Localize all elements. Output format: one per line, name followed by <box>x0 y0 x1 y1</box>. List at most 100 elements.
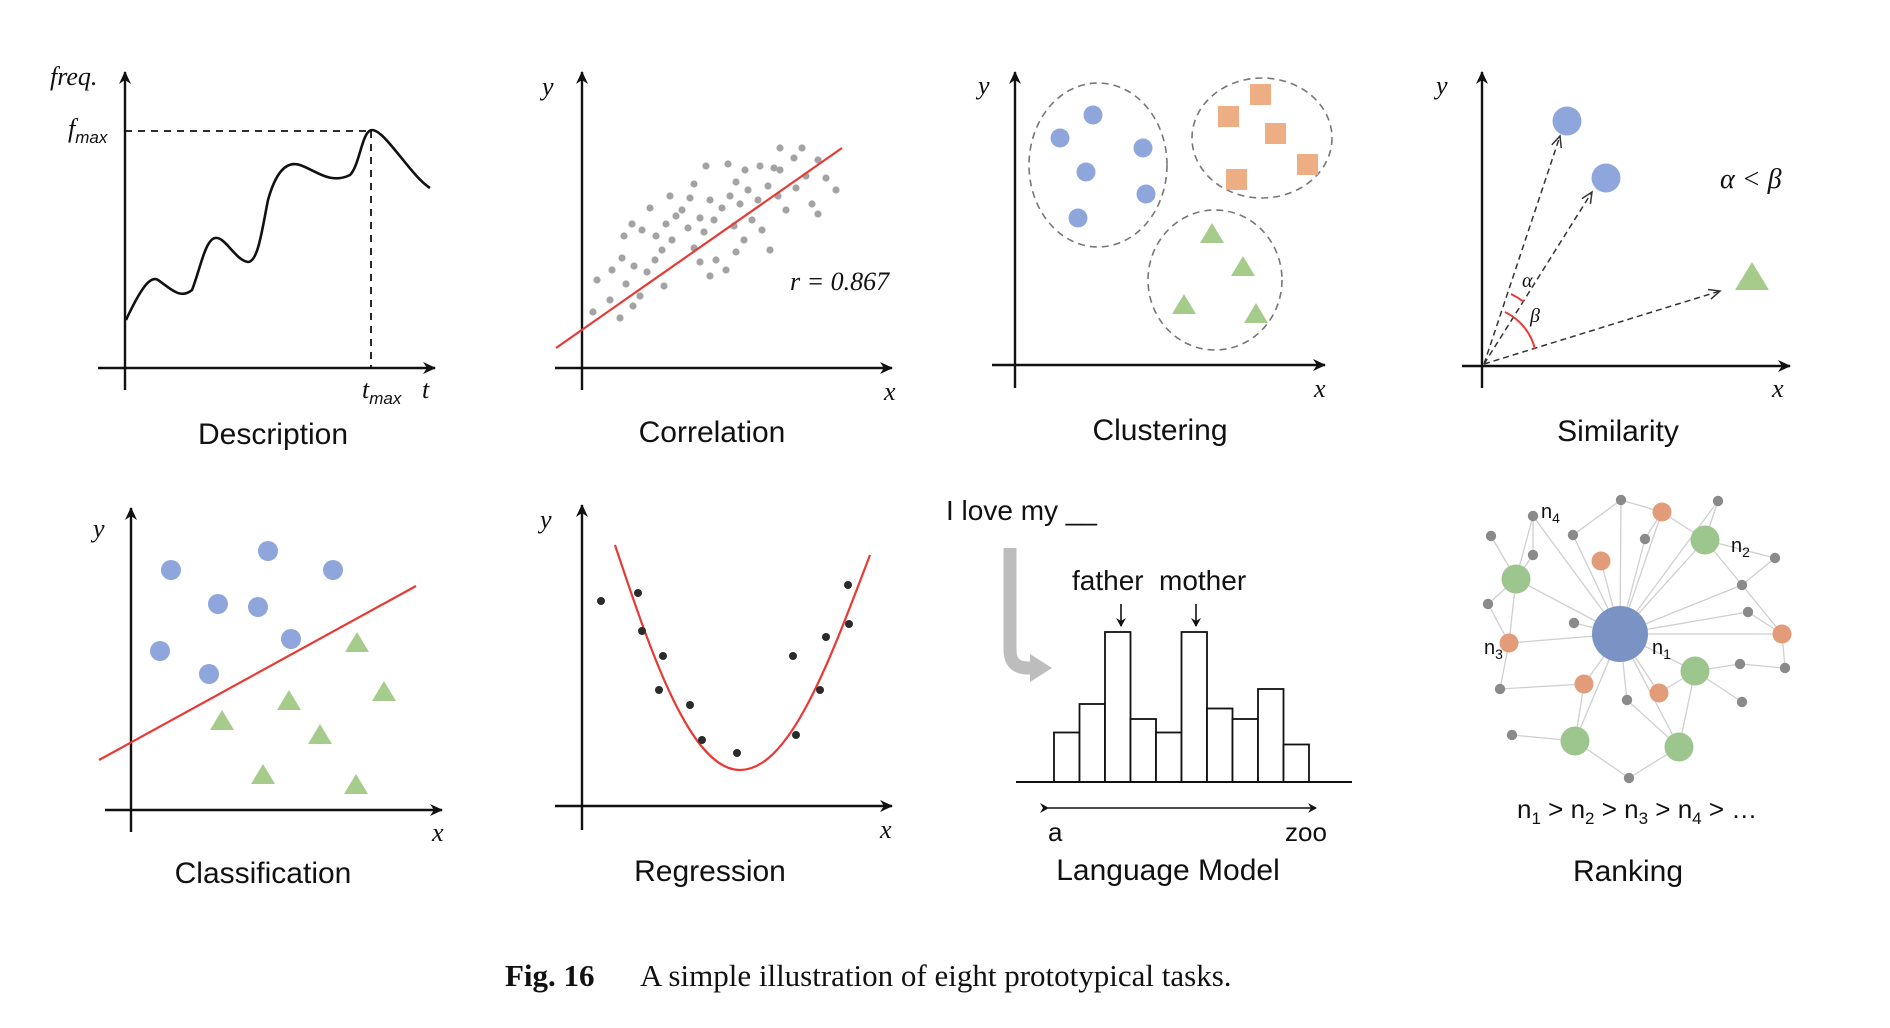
scatter-point <box>666 192 674 200</box>
scatter-point <box>589 308 597 316</box>
panel-language-model: I love my __ father mother a zoo Languag… <box>946 495 1352 887</box>
vocab-end-label: zoo <box>1285 817 1327 847</box>
similarity-relation: α < β <box>1720 164 1782 195</box>
scatter-point <box>766 246 774 254</box>
graph-node-small <box>1779 662 1791 674</box>
scatter-point <box>798 144 806 152</box>
cluster-boundary-orange <box>1191 77 1333 199</box>
ranking-title: Ranking <box>1573 855 1683 888</box>
graph-node-small <box>1615 494 1627 506</box>
panel-description: freq. t fmax tmax Description <box>50 62 436 451</box>
scatter-point <box>758 226 766 234</box>
orange-square <box>1250 84 1271 105</box>
scatter-point <box>776 166 784 174</box>
language-model-title: Language Model <box>1056 854 1280 887</box>
scatter-point <box>652 232 660 240</box>
scatter-point <box>792 184 800 192</box>
graph-node-orange <box>1591 551 1611 571</box>
clustering-y-label: y <box>975 71 990 100</box>
orange-square <box>1218 106 1239 127</box>
blue-point <box>1083 105 1103 125</box>
scatter-point <box>686 194 694 202</box>
green-triangle <box>1244 303 1268 323</box>
graph-node-small <box>1712 495 1724 507</box>
graph-node-small <box>1506 729 1518 741</box>
scatter-point <box>732 248 740 256</box>
description-x-label: t <box>422 375 430 404</box>
classification-x-label: x <box>431 818 444 847</box>
scatter-point <box>814 156 822 164</box>
graph-node-small <box>1734 658 1746 670</box>
panel-ranking: n4 n2 n3 n1 n1 > n2 > n3 > n4 > … Rankin… <box>1482 494 1792 888</box>
vocab-start-label: a <box>1048 817 1063 847</box>
panel-regression: y x Regression <box>537 504 893 888</box>
blue-point <box>1050 128 1070 148</box>
lm-bar <box>1053 731 1081 783</box>
scatter-point <box>622 280 630 288</box>
scatter-point <box>814 210 822 218</box>
graph-node-small <box>1485 530 1497 542</box>
scatter-point <box>808 200 816 208</box>
graph-node-green <box>1560 726 1590 756</box>
graph-node-orange <box>1574 674 1594 694</box>
classification-y-label: y <box>90 514 105 543</box>
data-point <box>845 620 853 628</box>
lm-word-mother: mother <box>1159 565 1246 596</box>
green-triangle <box>251 764 275 784</box>
node-label-n1: n1 <box>1652 637 1671 662</box>
scatter-point <box>722 266 730 274</box>
scatter-point <box>764 182 772 190</box>
beta-label: β <box>1529 305 1540 327</box>
scatter-point <box>684 224 692 232</box>
clustering-title: Clustering <box>1092 414 1227 447</box>
scatter-point <box>662 220 670 228</box>
scatter-point <box>706 272 714 280</box>
lm-bar <box>1206 707 1234 783</box>
scatter-point <box>651 256 659 264</box>
scatter-point <box>744 186 752 194</box>
alpha-arc <box>1510 293 1525 303</box>
scatter-point <box>643 268 651 276</box>
scatter-point <box>822 174 830 182</box>
regression-curve <box>613 544 872 772</box>
blue-point <box>323 560 343 580</box>
orange-square <box>1226 169 1247 190</box>
scatter-point <box>748 216 756 224</box>
cluster-boundary-green <box>1147 209 1283 351</box>
lm-bar <box>1231 718 1259 783</box>
scatter-point <box>696 214 704 222</box>
lm-word-father: father <box>1072 565 1144 596</box>
blue-point <box>1133 138 1153 158</box>
scatter-point <box>660 282 668 290</box>
frequency-curve <box>124 128 431 321</box>
blue-point <box>208 594 228 614</box>
graph-node-orange <box>1652 502 1672 522</box>
scatter-point <box>629 302 637 310</box>
correlation-r-label: r = 0.867 <box>790 267 890 296</box>
scatter-point <box>606 296 614 304</box>
scatter-point <box>628 220 636 228</box>
blue-point <box>248 597 268 617</box>
clustering-x-label: x <box>1313 374 1326 403</box>
panel-classification: y x Classification <box>90 507 444 890</box>
graph-nodes <box>1482 494 1792 784</box>
graph-node-small <box>1621 694 1633 706</box>
data-point <box>686 701 694 709</box>
green-triangle <box>1231 256 1255 276</box>
graph-edge <box>1741 584 1783 635</box>
green-triangle <box>1172 294 1196 314</box>
green-triangle <box>308 724 332 744</box>
graph-edge <box>1741 557 1776 586</box>
scatter-point <box>741 166 749 174</box>
green-triangle <box>344 774 368 794</box>
panel-clustering: y x Clustering <box>975 71 1333 447</box>
graph-edge <box>1499 683 1585 690</box>
scatter-point <box>790 154 798 162</box>
scatter-point <box>658 246 666 254</box>
scatter-point <box>668 236 676 244</box>
node-n3 <box>1499 633 1519 653</box>
vector-b <box>1483 190 1593 365</box>
blue-point <box>281 629 301 649</box>
data-point <box>733 749 741 757</box>
